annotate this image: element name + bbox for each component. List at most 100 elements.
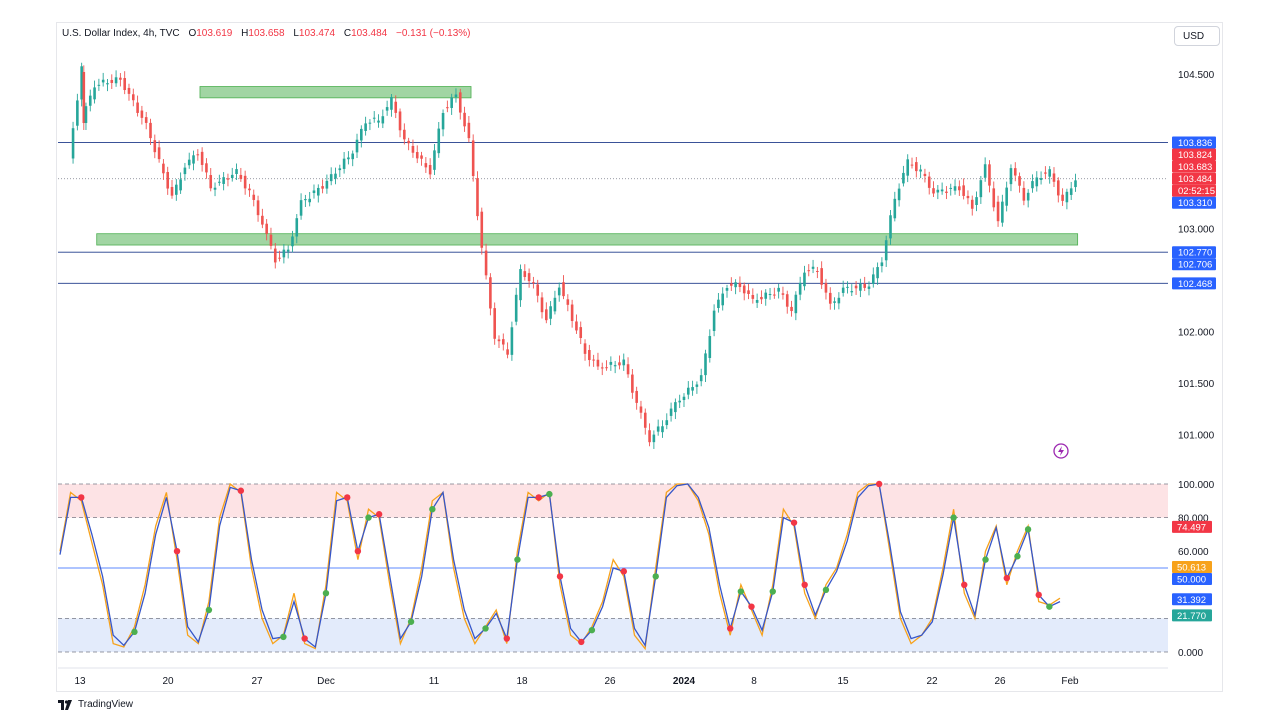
candle-body <box>282 249 286 258</box>
price-label-text: 103.683 <box>1178 162 1212 173</box>
candle-body <box>88 95 92 106</box>
candle-body <box>532 282 535 284</box>
high-value: 103.658 <box>248 28 285 39</box>
candle-body <box>506 349 509 355</box>
candle-body <box>618 362 621 366</box>
close-label: C <box>343 28 352 39</box>
stoch-value-text: 50.613 <box>1177 562 1206 573</box>
stoch-cross-dot <box>769 588 776 595</box>
currency-button[interactable]: USD <box>1174 26 1220 46</box>
candle-body <box>127 87 131 94</box>
candle-body <box>291 236 294 247</box>
candle-body <box>82 91 86 124</box>
candle-body <box>415 152 419 159</box>
candle-body <box>1056 180 1060 196</box>
candle-body <box>497 339 501 342</box>
symbol-title[interactable]: U.S. Dollar Index, 4h, TVC <box>62 28 180 39</box>
candle-body <box>110 79 114 83</box>
candle-body <box>764 292 768 299</box>
candle-body <box>859 283 862 291</box>
candle-body <box>196 154 200 156</box>
candle-body <box>222 177 225 184</box>
time-tick-label: 2024 <box>673 676 696 687</box>
candle-body <box>988 164 991 186</box>
stoch-cross-dot <box>173 548 181 555</box>
stoch-cross-dot <box>950 514 957 521</box>
candle-body <box>553 297 557 312</box>
candle-body <box>820 268 823 285</box>
price-label-badge <box>1172 258 1216 271</box>
low-value: 103.474 <box>298 28 336 39</box>
candle-body <box>790 306 793 312</box>
candle-body <box>846 286 849 288</box>
price-tick-label: 102.000 <box>1178 327 1215 338</box>
candle-body <box>648 430 651 443</box>
time-tick-label: 26 <box>994 676 1006 687</box>
candle-body <box>798 282 802 295</box>
stoch-value-text: 31.392 <box>1177 595 1206 606</box>
time-tick-label: Feb <box>1061 676 1079 687</box>
candle-body <box>992 188 996 208</box>
change-value: −0.131 (−0.13%) <box>396 28 471 39</box>
stoch-tick-label: 100.000 <box>1178 480 1215 491</box>
stoch-cross-dot <box>280 633 287 641</box>
candle-body <box>192 155 195 164</box>
candle-body <box>377 120 380 123</box>
low-label: L <box>293 28 299 39</box>
candle-body <box>226 178 230 180</box>
candle-body <box>1069 188 1073 195</box>
candle-body <box>699 375 703 382</box>
candle-body <box>811 266 815 269</box>
candle-body <box>295 218 299 237</box>
candle-body <box>269 234 273 246</box>
candle-body <box>613 365 617 367</box>
candle-body <box>342 158 346 169</box>
candle-body <box>828 292 832 304</box>
time-tick-label: 15 <box>837 676 849 687</box>
candle-body <box>936 189 940 193</box>
stoch-cross-dot <box>588 626 596 634</box>
candle-body <box>467 122 471 139</box>
candle-body <box>523 271 527 277</box>
support-resistance-zone <box>199 86 472 99</box>
price-label-text: 102.706 <box>1178 260 1212 271</box>
candle-body <box>966 195 970 199</box>
stoch-cross-dot <box>556 573 564 580</box>
price-label-text: 103.310 <box>1178 198 1212 209</box>
candle-body <box>562 282 565 297</box>
candle-body <box>824 282 828 293</box>
candle-body <box>781 293 785 295</box>
candle-body <box>958 186 961 191</box>
candle-body <box>278 257 281 259</box>
candle-body <box>949 187 953 189</box>
candle-body <box>755 299 759 303</box>
candle-body <box>682 396 686 401</box>
candle-body <box>738 282 742 288</box>
candle-body <box>93 87 96 100</box>
oversold-band <box>58 618 1168 652</box>
stoch-cross-dot <box>1003 574 1011 582</box>
candle-body <box>768 294 772 296</box>
candle-body <box>708 336 712 358</box>
candle-body <box>570 304 574 322</box>
open-value: 103.619 <box>196 28 233 39</box>
candle-body <box>953 186 957 191</box>
stoch-cross-dot <box>429 506 436 513</box>
flash-icon[interactable] <box>1053 443 1069 459</box>
candle-body <box>316 187 320 196</box>
candle-body <box>1035 177 1039 187</box>
candle-body <box>368 122 372 124</box>
time-tick-label: 20 <box>162 676 174 687</box>
candle-body <box>730 283 733 286</box>
tradingview-brand[interactable]: TradingView <box>58 699 133 710</box>
candle-body <box>84 106 88 123</box>
candle-body <box>588 350 591 361</box>
candle-body <box>742 285 746 294</box>
candle-body <box>175 184 178 195</box>
stoch-cross-dot <box>78 494 85 501</box>
candle-body <box>248 188 251 191</box>
candle-body <box>1009 168 1013 185</box>
stoch-cross-dot <box>237 487 245 494</box>
candle-body <box>622 359 626 366</box>
